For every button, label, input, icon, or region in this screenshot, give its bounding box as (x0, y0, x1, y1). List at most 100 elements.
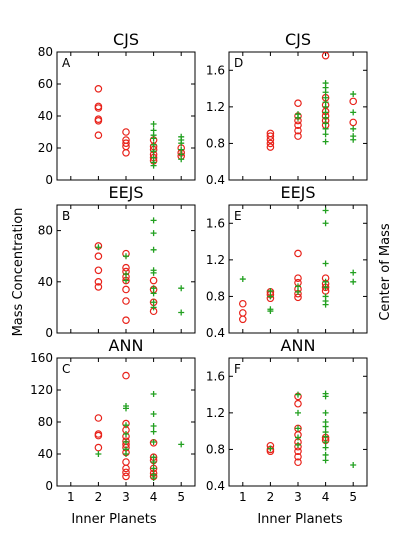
x-tick-label: 4 (150, 490, 158, 504)
data-point-circle (94, 117, 103, 125)
y-tick-label: 0 (45, 479, 53, 493)
series-plus (267, 390, 357, 468)
data-point-circle (294, 126, 302, 135)
x-axis-label-right: Inner Planets (257, 512, 343, 527)
data-point-plus (295, 283, 301, 290)
panel-a: CJS A 0 20 40 60 80 (38, 30, 196, 187)
data-point-plus (150, 230, 157, 237)
data-point-plus (322, 138, 329, 145)
data-point-circle (239, 315, 247, 324)
data-point-plus (322, 433, 329, 440)
data-point-circle (122, 139, 130, 148)
data-point-circle (239, 299, 247, 308)
y-axis-label-left: Mass Concentration (11, 208, 26, 337)
data-point-plus (322, 260, 329, 267)
data-point-plus (123, 405, 129, 412)
panels: CJSA020406080CJSD0.40.81.21.6EEJSB04080E… (30, 30, 368, 504)
data-point-circle (122, 128, 130, 136)
series-plus (95, 217, 185, 316)
series-circle (239, 249, 330, 324)
data-point-circle (349, 118, 358, 127)
data-point-plus (322, 89, 329, 96)
data-point-plus (150, 285, 157, 292)
x-tick-label: 1 (239, 490, 247, 504)
data-point-circle (149, 464, 158, 473)
data-point-plus (322, 409, 329, 416)
y-tick-label: 0.4 (206, 479, 225, 493)
data-point-plus (267, 445, 274, 452)
x-tick-label: 2 (95, 490, 103, 504)
data-point-plus (178, 156, 185, 163)
data-point-plus (350, 278, 357, 285)
series-plus (150, 121, 185, 169)
data-point-plus (95, 244, 102, 251)
data-point-plus (150, 148, 157, 155)
data-point-plus (322, 393, 329, 400)
panel-letter: F (234, 362, 241, 376)
data-point-plus (295, 425, 301, 432)
data-point-plus (123, 253, 129, 260)
data-point-plus (295, 288, 301, 295)
data-point-plus (150, 141, 157, 148)
data-point-circle (122, 472, 130, 481)
data-point-plus (150, 290, 157, 297)
x-tick-label: 5 (349, 490, 357, 504)
y-tick-label: 0.8 (206, 442, 225, 456)
y-tick-label: 0.4 (206, 326, 225, 340)
data-point-plus (150, 299, 157, 306)
data-point-plus (150, 428, 157, 435)
series-plus (95, 391, 185, 481)
data-point-circle (94, 85, 103, 93)
series-circle (94, 85, 186, 165)
y-tick-label: 0 (45, 173, 53, 187)
data-point-plus (322, 451, 329, 458)
data-point-circle (294, 99, 302, 108)
data-point-plus (123, 451, 129, 457)
data-point-plus (178, 309, 185, 316)
panel-letter: C (62, 362, 70, 376)
y-tick-label: 20 (38, 141, 53, 155)
data-point-circle (294, 452, 302, 461)
panel-c: ANN C 0 40 80 120 160 1 2 3 4 5 (30, 336, 196, 504)
data-point-plus (322, 284, 329, 291)
y-tick-label: 0 (45, 326, 53, 340)
data-point-plus (150, 423, 157, 429)
plot-frame (228, 204, 368, 334)
panel-title: CJS (113, 30, 139, 49)
data-point-plus (150, 135, 157, 142)
data-point-plus (150, 217, 157, 224)
data-point-plus (267, 287, 274, 294)
x-tick-label: 3 (294, 490, 302, 504)
data-point-plus (150, 439, 157, 445)
data-point-plus (150, 465, 157, 472)
plot-frame (56, 204, 196, 334)
data-point-plus (150, 269, 157, 276)
data-point-circle (294, 121, 302, 129)
panel-letter: B (62, 209, 70, 223)
data-point-plus (267, 308, 274, 315)
panel-title: EEJS (280, 183, 315, 202)
data-point-circle (94, 131, 103, 140)
data-point-circle (294, 132, 302, 140)
data-point-circle (321, 51, 330, 60)
plot-frame (56, 357, 196, 487)
data-point-circle (266, 139, 275, 148)
data-point-circle (266, 135, 275, 144)
data-point-plus (322, 301, 329, 308)
data-point-circle (122, 371, 130, 380)
data-point-plus (239, 276, 246, 283)
data-point-circle (94, 252, 103, 261)
data-point-plus (322, 444, 329, 451)
data-point-plus (123, 277, 129, 284)
data-point-circle (294, 458, 302, 467)
data-point-circle (294, 274, 302, 282)
y-tick-label: 1.6 (206, 63, 225, 77)
data-point-plus (322, 220, 329, 227)
data-point-plus (95, 451, 102, 457)
data-point-plus (150, 411, 157, 417)
panel-d: CJS D 0.4 0.8 1.2 1.6 (206, 30, 368, 187)
data-point-circle (294, 249, 302, 258)
plot-frame (56, 51, 196, 181)
y-tick-label: 0.8 (206, 289, 225, 303)
x-tick-label: 1 (67, 490, 75, 504)
